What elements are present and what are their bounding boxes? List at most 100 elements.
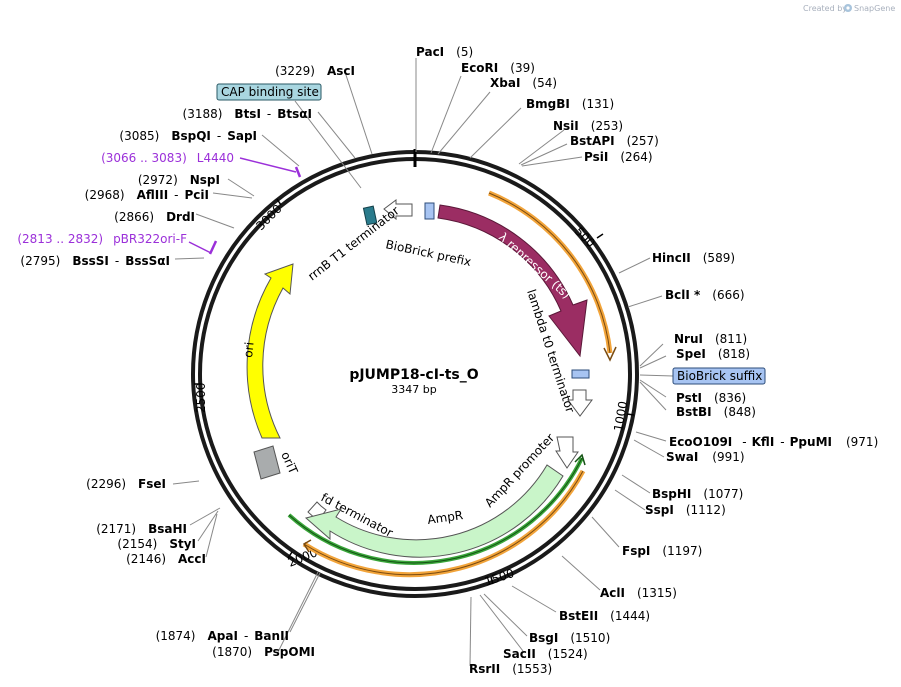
plasmid-length: 3347 bp [391,383,436,396]
site-bcli-name: BclI * [665,288,701,302]
svg-text:(2146)AccI: (2146) AccI [126,552,206,566]
site-rsrii-pos: (1553) [512,662,552,676]
tick-mark-3000 [276,198,282,206]
l4440-primer-mark [294,166,302,178]
svg-text:PacI(5): PacI (5) [416,45,473,59]
site-styi-pos: (2154) [117,537,157,551]
site-sacii-pos: (1524) [548,647,588,661]
site-bcli-pos: (666) [712,288,744,302]
svg-text:EcoRI(39): EcoRI (39) [461,61,535,75]
svg-text:(3085)BspQI-SapI: (3085) BspQI - SapI [119,129,257,143]
site-btsi-pos: (3188) [183,107,223,121]
primer-pbr322-range: (2813 .. 2832) [17,232,103,246]
svg-text:PsiI(264): PsiI (264) [584,150,653,164]
biobrick-prefix-mark [424,202,435,220]
site-drdi-name: DrdI [166,210,195,224]
svg-text:AclI(1315): AclI (1315) [600,586,677,600]
site-afliii-pos: (2968) [85,188,125,202]
site-xbai-pos: (54) [532,76,557,90]
svg-text:(2972)NspI: (2972) NspI [138,173,220,187]
site-rsrii-name: RsrII [469,662,500,676]
site-spei-pos: (818) [718,347,750,361]
site-psti-pos: (836) [714,391,746,405]
site-fspi-name: FspI [622,544,650,558]
svg-text:BsgI(1510): BsgI (1510) [529,631,610,645]
tick-label-1500: 1500 [483,566,516,589]
site-sacii-name: SacII [503,647,536,661]
svg-text:XbaI(54): XbaI (54) [490,76,557,90]
svg-text:(1870)PspOMI: (1870) PspOMI [212,645,315,659]
site-bmgbi-name: BmgBI [526,97,570,111]
scale-ticks [194,198,635,585]
site-swai-name: SwaI [666,450,698,464]
site-acli-pos: (1315) [637,586,677,600]
site-asci-name: AscI [327,64,355,78]
site-bspqi-dash: - [217,129,221,143]
site-bsteii-pos: (1444) [610,609,650,623]
site-ecori-pos: (39) [510,61,535,75]
svg-text:(3188)BtsI-BtsαI: (3188) BtsI - BtsαI [183,107,312,121]
svg-text:SpeI(818): SpeI (818) [676,347,750,361]
site-btsi-dash: - [267,107,271,121]
site-pspomi-pos: (1870) [212,645,252,659]
site-psii-name: PsiI [584,150,608,164]
svg-text:PstI(836): PstI (836) [676,391,746,405]
site-acli-name: AclI [600,586,625,600]
svg-text:(2813 .. 2832)pBR322ori-F: (2813 .. 2832) pBR322ori-F [17,232,187,246]
svg-text:(1874)ApaI-BanII: (1874) ApaI - BanII [156,629,289,643]
orit-label: oriT [278,450,300,477]
site-sapi-name: SapI [227,129,257,143]
site-apai-pos: (1874) [156,629,196,643]
credit-prefix: Created by [803,4,847,13]
site-bsphi-name: BspHI [652,487,691,501]
site-swai-pos: (991) [712,450,744,464]
biobrick-suffix-mark [571,369,590,379]
site-leader-lines [172,58,674,667]
site-hincii-pos: (589) [703,251,735,265]
site-bsteii-name: BstEII [559,609,598,623]
svg-text:BmgBI(131): BmgBI (131) [526,97,614,111]
orange-track-upper [488,190,617,362]
site-psti-name: PstI [676,391,702,405]
site-bspqi-name: BspQI [171,129,211,143]
site-acci-pos: (2146) [126,552,166,566]
cap-binding-site-mark [362,205,378,226]
site-eco0109i-name: EcoO109I [669,435,732,449]
orange-track-lower [302,469,586,578]
site-afliii-name: AflIII [137,188,169,202]
svg-text:(2296)FseI: (2296) FseI [86,477,166,491]
site-bsgi-name: BsgI [529,631,558,645]
ampr-feature [304,464,564,558]
site-xbai-name: XbaI [490,76,520,90]
lambda-t0-terminator-arrow [567,389,593,417]
svg-text:RsrII(1553): RsrII (1553) [469,662,552,676]
site-ppumi-name: PpuMI [790,435,832,449]
biobrick-prefix-label: BioBrick prefix [384,237,472,269]
lambda-repressor-feature [437,204,588,358]
site-eco0109i-dash1: - [742,435,746,449]
site-nspi-name: NspI [190,173,220,187]
ampr-promoter-arrow [555,436,579,469]
site-btsi-name: BtsI [234,107,261,121]
site-nspi-pos: (2972) [138,173,178,187]
svg-text:(2866)DrdI: (2866) DrdI [114,210,195,224]
tick-mark-1500 [490,576,494,585]
site-fsei-pos: (2296) [86,477,126,491]
site-pspomi-name: PspOMI [264,645,315,659]
primer-leader-lines [188,157,297,254]
site-spei-name: SpeI [676,347,706,361]
site-bstapi-pos: (257) [627,134,659,148]
svg-text:BclI *(666): BclI * (666) [665,288,745,302]
tick-label-2500: 2500 [194,382,208,413]
svg-text:SspI(1112): SspI (1112) [645,503,726,517]
site-bsssi-name: BssSI [72,254,109,268]
svg-text:SwaI(991): SwaI (991) [666,450,745,464]
site-paci-pos: (5) [456,45,473,59]
site-asci-pos: (3229) [275,64,315,78]
site-eco0109i-pos: (971) [846,435,878,449]
site-sspi-name: SspI [645,503,674,517]
svg-text:HincII(589): HincII (589) [652,251,735,265]
site-nsii-name: NsiI [553,119,579,133]
pbr322ori-f-primer-mark [208,240,218,255]
